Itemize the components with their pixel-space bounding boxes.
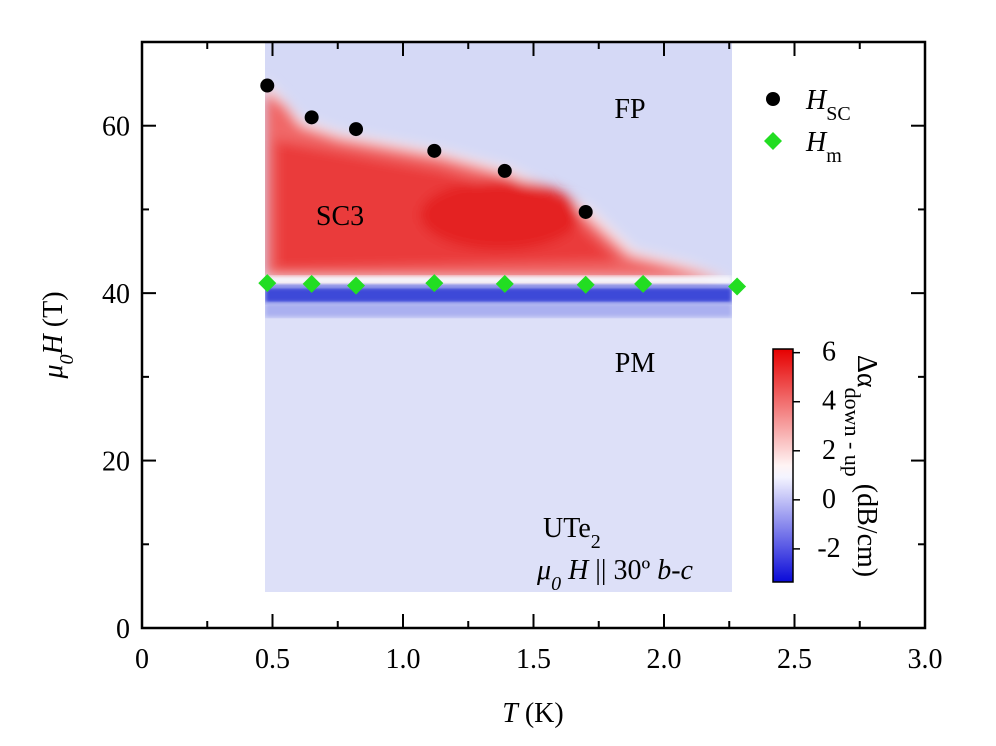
- annotation: PM: [615, 348, 656, 379]
- y-axis-label-part: 0: [56, 354, 78, 364]
- legend-label-part: H: [805, 127, 828, 158]
- annotation-part: UTe: [543, 513, 591, 544]
- point: [497, 163, 512, 178]
- y-tick-label: 20: [102, 447, 130, 478]
- point: [425, 274, 444, 293]
- legend-label-part: m: [826, 145, 842, 167]
- y-axis-label-part: μ: [38, 364, 69, 379]
- x-tick-label: 1.0: [386, 644, 421, 675]
- annotation: UTe2: [543, 513, 601, 553]
- point: [578, 204, 593, 219]
- x-axis-label: T (K): [502, 698, 563, 729]
- point: [728, 277, 747, 296]
- annotation-part: || 30º: [588, 555, 657, 586]
- x-tick-label: 2.5: [777, 644, 812, 675]
- x-axis-label-part: (K): [518, 698, 564, 729]
- colorbar-tick-label: 6: [822, 337, 836, 368]
- colorbar-label-part: Δα: [851, 355, 882, 388]
- annotation-part: 0: [551, 573, 561, 595]
- x-tick-label: 0: [135, 644, 149, 675]
- legend-marker: [766, 92, 780, 106]
- legend-label-part: H: [805, 85, 828, 116]
- point: [495, 274, 514, 293]
- colorbar: [772, 348, 794, 583]
- plot-frame: [140, 40, 927, 630]
- point: [427, 143, 442, 158]
- legend-label-part: SC: [826, 103, 850, 125]
- annotation: μ0 H || 30º b-c: [536, 555, 694, 595]
- y-axis-label-part: (T): [38, 291, 69, 334]
- point: [576, 275, 595, 294]
- annotation-part: μ: [536, 555, 551, 586]
- x-tick-label: 3.0: [908, 644, 943, 675]
- x-tick-label: 2.0: [647, 644, 682, 675]
- x-tick-label: 1.5: [516, 644, 551, 675]
- point: [349, 122, 364, 137]
- point: [634, 274, 653, 293]
- y-tick-label: 40: [102, 279, 130, 310]
- point: [347, 276, 366, 295]
- annotation-part: b-c: [657, 555, 693, 586]
- annotation-part: 2: [591, 531, 601, 553]
- point: [304, 110, 319, 125]
- annotation-part: H: [561, 555, 590, 586]
- colorbar-tick-label: 0: [822, 484, 836, 515]
- legend-marker: [764, 132, 782, 150]
- y-axis-label-part: H: [38, 332, 69, 355]
- x-tick-label: 0.5: [255, 644, 290, 675]
- legend-label: Hm: [805, 127, 842, 167]
- colorbar-tick-label: 4: [822, 386, 836, 417]
- point: [258, 274, 277, 293]
- colorbar-label-part: (dB/cm): [851, 477, 882, 577]
- annotation: SC3: [316, 201, 364, 232]
- point: [260, 78, 275, 93]
- point: [302, 274, 321, 293]
- y-tick-label: 0: [116, 614, 130, 645]
- y-axis-label: μ0H (T): [38, 291, 78, 379]
- colorbar-label-part: down - up: [841, 388, 866, 477]
- colorbar-label: Δαdown - up (dB/cm): [841, 355, 883, 577]
- heatmap: [265, 42, 732, 592]
- annotation: FP: [614, 94, 645, 125]
- colorbar-tick-label: 2: [822, 435, 836, 466]
- y-tick-label: 60: [102, 112, 130, 143]
- colorbar-tick-label: -2: [817, 533, 840, 564]
- legend-label: HSC: [805, 85, 851, 125]
- x-axis-label-part: T: [502, 698, 520, 729]
